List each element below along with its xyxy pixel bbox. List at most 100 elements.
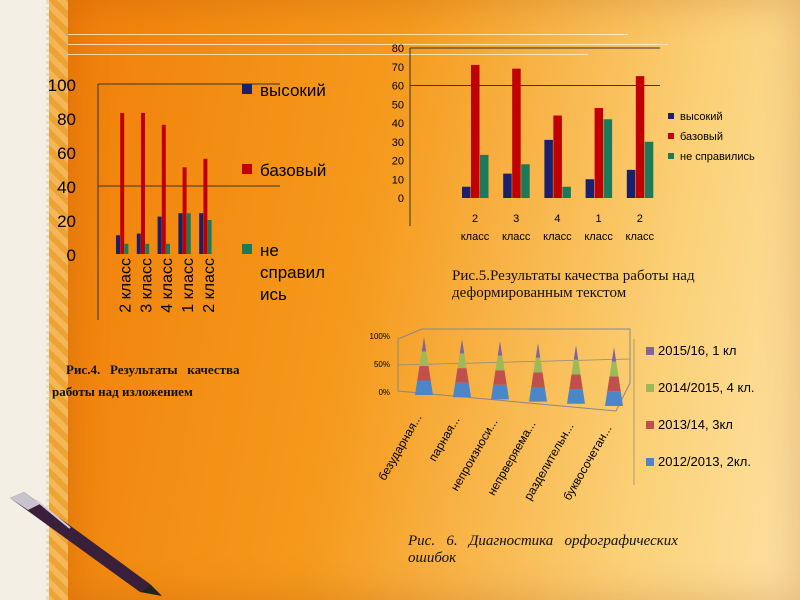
caption-fig5: Рис.5.Результаты качества работы над деф… [452,268,695,302]
cone-segment [457,353,467,369]
x-tick-label: 2 класс [118,258,135,313]
legend-swatch [646,421,654,429]
bar-fail [521,164,530,198]
legend-swatch [668,113,674,119]
cone-segment [455,368,469,383]
legend-swatch [668,133,674,139]
bar-base [471,64,480,198]
x-tick-label-word: класс [461,231,490,243]
cone-segment [421,337,427,352]
cone-segment [567,389,585,404]
chart-fig6: 0%50%100%безударная... парная...непроизно… [370,328,755,503]
bar-high [178,213,183,254]
cone-segment [571,359,581,375]
bar-base [512,68,521,198]
gridline [397,358,631,366]
cone-segment [535,343,541,358]
bar-fail [207,220,212,254]
bar-base [141,112,145,255]
cone-segment [419,351,429,366]
legend-swatch [646,458,654,466]
bar-fail [480,154,489,198]
cone-segment [569,374,583,390]
y-tick-label: 20 [392,156,404,168]
x-tick-label: парная... [426,414,463,464]
bar-fail [145,243,150,254]
x-tick-label: 3 класс [138,258,155,313]
x-tick-label-word: класс [502,231,531,243]
legend-swatch [242,244,252,254]
bar-base [594,108,604,198]
cone-segment [497,341,503,356]
decor-line [68,44,668,45]
decor-line [68,34,628,35]
cone-segment [531,372,545,387]
bar-high [626,169,636,198]
cone-segment [609,361,619,377]
legend-swatch [242,84,252,94]
chart-fig5: 0 10 20 30 40 50 60 70 80 2 класс 3 класс 4 класс 1 клас… [392,43,755,243]
y-tick-label: 50% [374,360,390,369]
legend-label: базовый [260,161,326,180]
bar-base [120,112,125,255]
x-tick-label: безударная... [375,412,424,483]
y-tick-label: 40 [57,178,76,197]
caption-fig4-line1: Рис.4. Результаты качества [66,362,240,377]
cone-segment [533,357,543,373]
caption-fig6-line1: Рис. 6. Диагностика орфографических [408,533,678,549]
cone-segment [495,355,505,371]
legend-label: базовый [680,131,723,143]
y-tick-label: 80 [57,110,76,129]
bar-base [203,158,208,254]
bar-fail [603,119,613,198]
cone-segment [573,345,579,360]
legend-label: 2015/16, 1 кл [658,343,736,358]
bar-base [553,115,562,198]
cone-segment [453,382,471,398]
x-tick-label-num: 3 [513,213,519,225]
bar-fail [186,213,191,254]
y-tick-label: 60 [392,81,404,93]
bar-high [503,173,512,198]
y-tick-label: 30 [392,137,404,149]
legend-swatch [242,164,252,174]
caption-fig6: Рис. 6. Диагностика орфографических ошиб… [408,533,768,567]
cone-segment [611,347,617,362]
x-tick-label-word: класс [584,231,613,243]
y-tick-label: 100 [48,76,76,95]
legend-label: высокий [680,111,723,123]
caption-fig4-line2: работы над изложением [52,384,193,399]
cone-segment [415,380,433,395]
caption-fig6-line2: ошибок [408,550,457,566]
x-tick-label-word: класс [543,231,572,243]
legend-swatch [646,384,654,392]
legend-swatch [646,347,654,355]
y-tick-label: 50 [392,99,404,111]
legend-label: справил [260,263,325,282]
cone-segment [491,384,509,400]
bar-base [161,124,166,254]
pen-image [10,492,162,596]
y-tick-label: 40 [392,118,404,130]
caption-fig5-line1: Рис.5.Результаты качества работы над [452,268,695,284]
y-tick-label: 70 [392,62,404,74]
bar-fail [166,243,170,254]
legend-label: не [260,241,279,260]
bar-fail [644,141,654,198]
legend-label: не справились [680,151,755,163]
x-tick-label-num: 2 [637,213,643,225]
plot-frame [397,328,631,412]
bar-base [635,76,645,198]
legend-label: 2014/2015, 4 кл. [658,380,755,395]
legend-label: высокий [260,81,326,100]
x-tick-label: 1 класс [180,258,197,313]
bar-fail [124,243,129,254]
legend-label: 2013/14, 3кл [658,417,733,432]
x-tick-label-num: 4 [554,213,560,225]
legend-swatch [668,153,674,159]
y-tick-label: 20 [57,212,76,231]
caption-fig4: Рис.4. Результаты качества работы над из… [52,362,240,400]
y-tick-label: 0% [378,388,390,397]
legend-label: 2012/2013, 2кл. [658,454,751,469]
x-tick-label-num: 1 [596,213,602,225]
